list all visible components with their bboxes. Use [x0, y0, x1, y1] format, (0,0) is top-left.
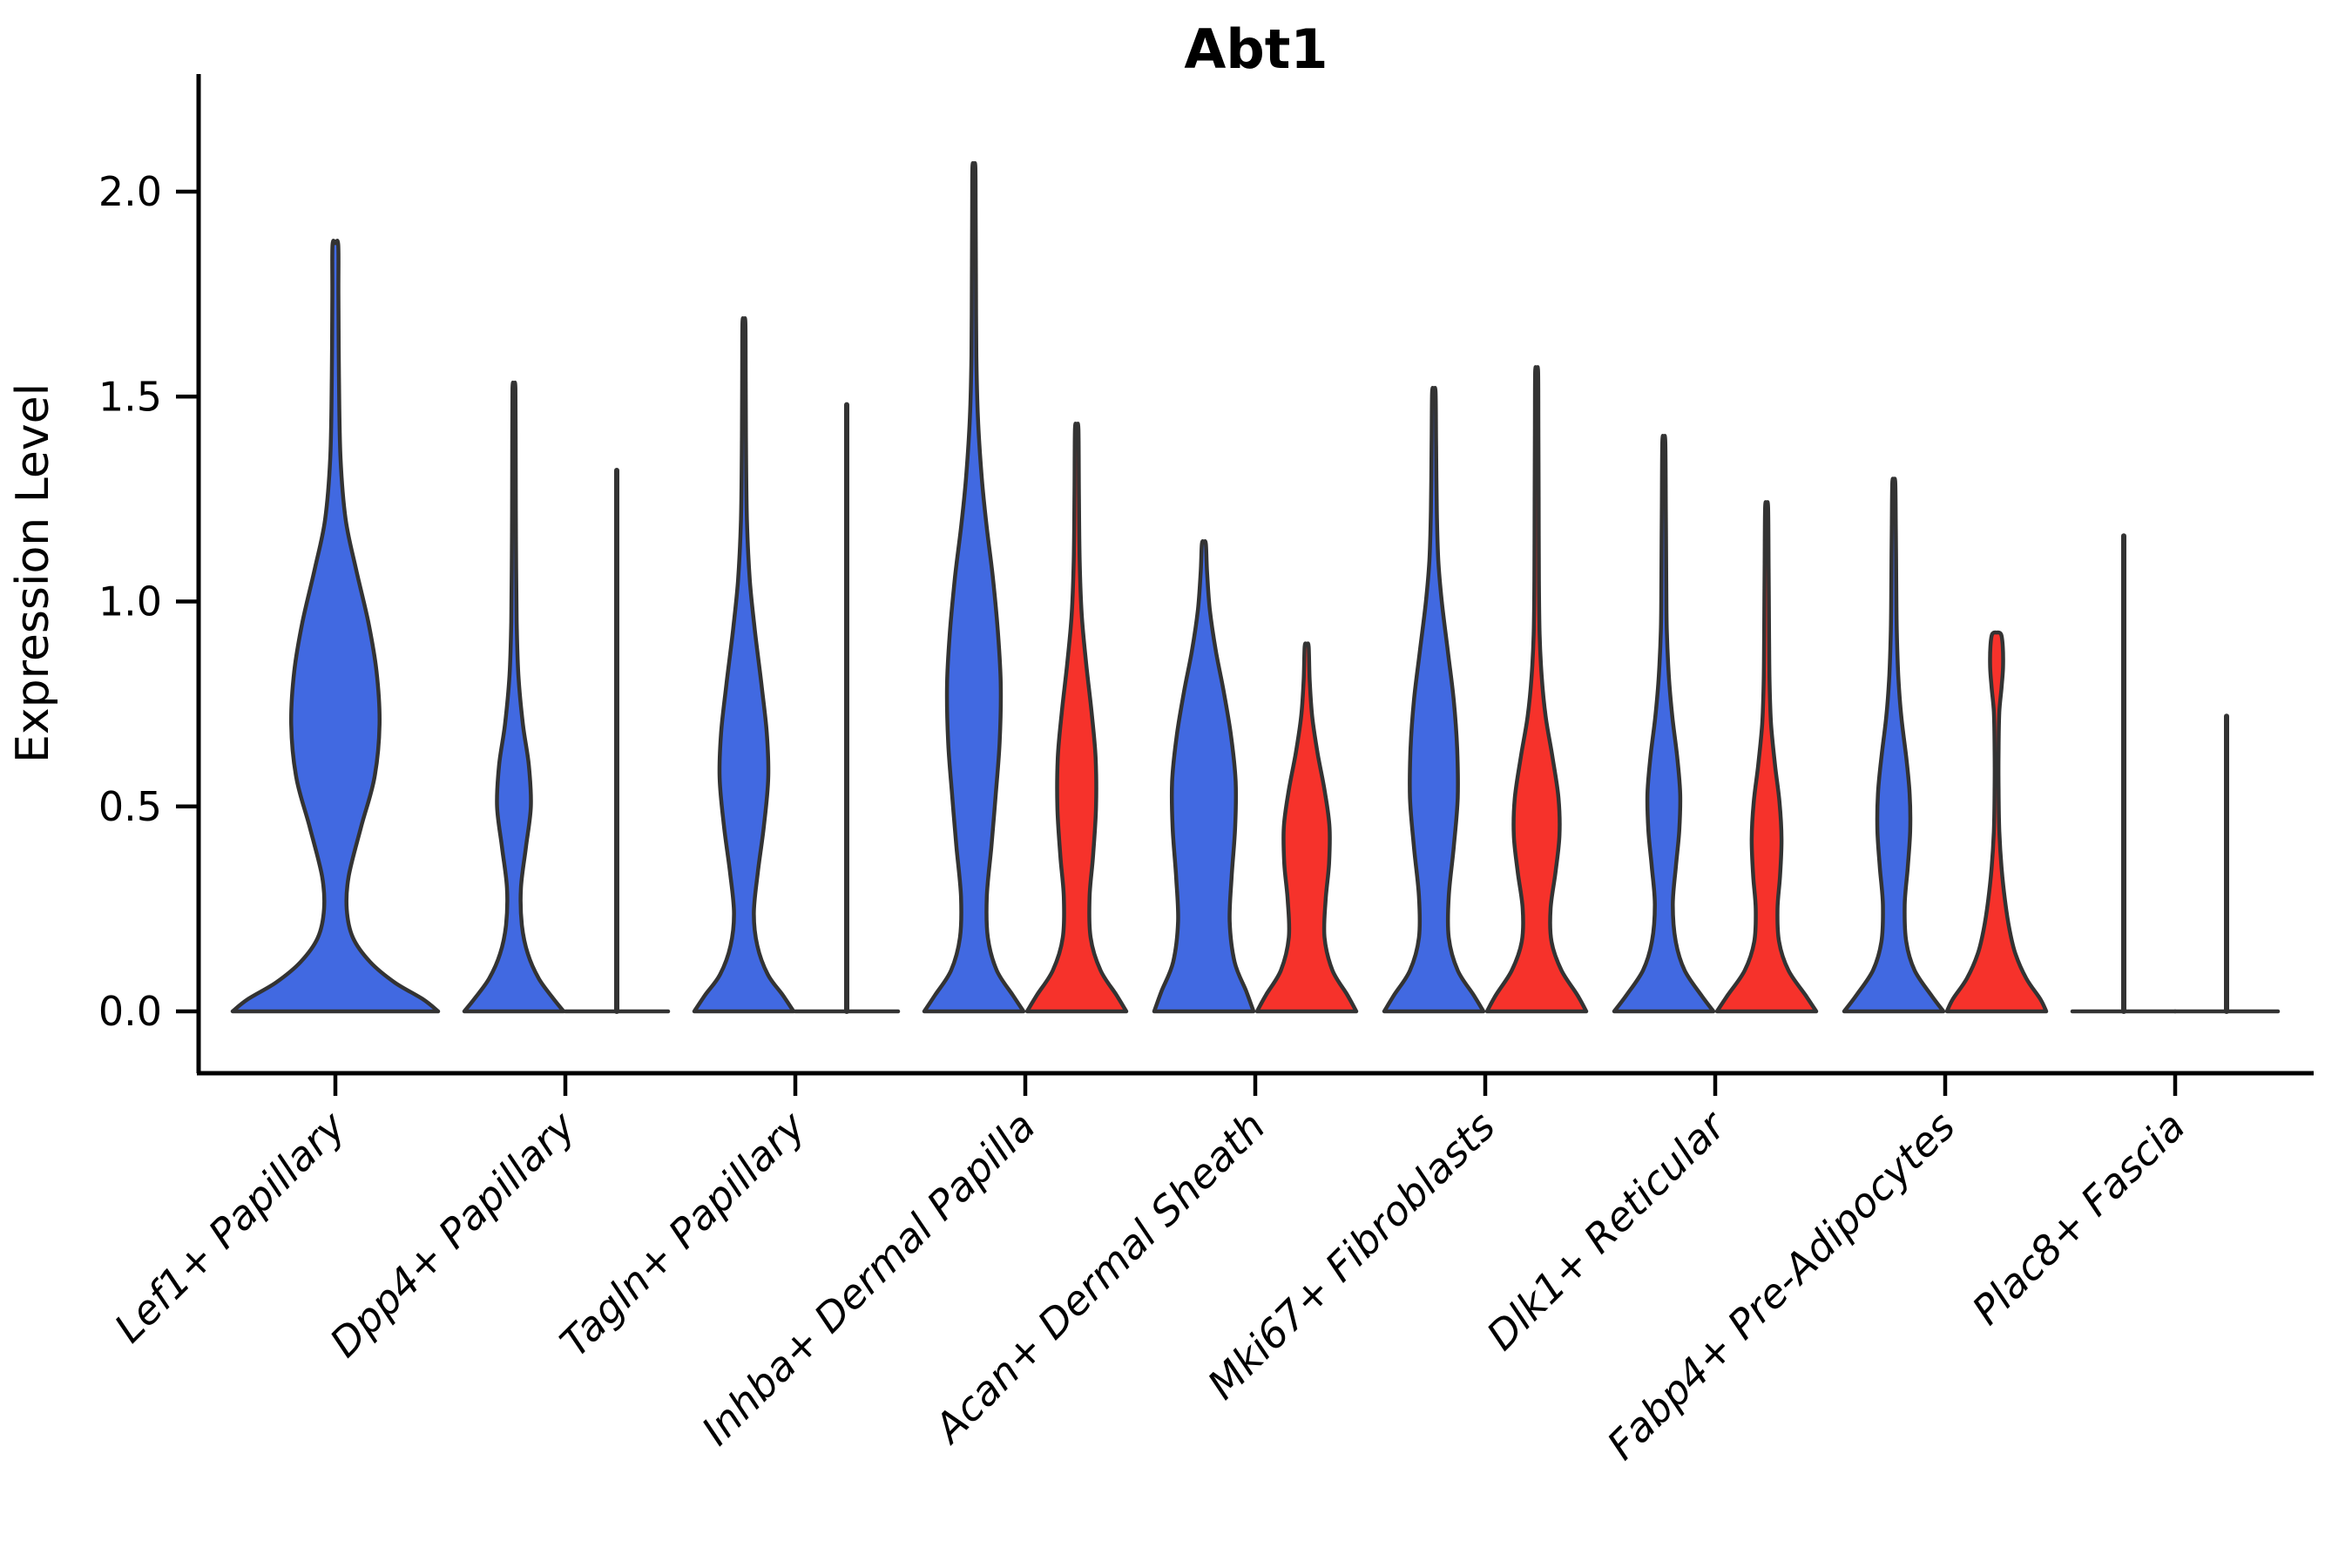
violin-plac8-fascia-red-collapsed: [2173, 713, 2281, 1014]
x-category-label-lef1-papillary: Lef1+ Papillary: [105, 1102, 355, 1351]
violin-mki67-fibroblasts-red: [1484, 365, 1589, 1014]
violin-acan-dermal-sheath-red: [1254, 641, 1359, 1014]
x-category-label-dlk1-reticular: Dlk1+ Reticular: [1477, 1100, 1736, 1359]
x-category-label-tagln-papillary: Tagln+ Papillary: [551, 1102, 814, 1366]
violin-dlk1-reticular-red: [1714, 500, 1819, 1014]
y-tick-label-1.0: 1.0: [98, 578, 162, 625]
violin-acan-dermal-sheath-blue: [1152, 539, 1256, 1014]
axes: [176, 74, 2314, 1096]
violins-layer: [230, 160, 2281, 1014]
violin-dpp4-papillary-red-collapsed: [563, 467, 671, 1014]
violin-fabp4-pre-adipocytes-red: [1944, 630, 2049, 1014]
x-category-label-dpp4-papillary: Dpp4+ Papillary: [321, 1102, 585, 1366]
x-category-label-plac8-fascia: Plac8+ Fascia: [1963, 1103, 2193, 1334]
violin-fabp4-pre-adipocytes-blue: [1842, 476, 1946, 1014]
violin-lef1-papillary-blue: [230, 239, 441, 1014]
violin-inhba-dermal-papilla-blue: [922, 160, 1026, 1014]
y-tick-label-0.5: 0.5: [98, 783, 162, 830]
y-tick-label-0.0: 0.0: [98, 988, 162, 1035]
violin-dpp4-papillary-blue: [462, 380, 566, 1014]
violin-plac8-fascia-blue-collapsed: [2070, 533, 2178, 1014]
violin-tagln-papillary-blue: [692, 316, 796, 1014]
y-axis-label: Expression Level: [7, 383, 59, 763]
violin-dlk1-reticular-blue: [1612, 434, 1716, 1014]
y-tick-label-2.0: 2.0: [98, 168, 162, 215]
violin-inhba-dermal-papilla-red: [1024, 421, 1129, 1014]
violin-tagln-papillary-red-collapsed: [793, 402, 901, 1014]
violin-mki67-fibroblasts-blue: [1382, 386, 1486, 1014]
chart-title: Abt1: [1184, 17, 1328, 81]
y-tick-label-1.5: 1.5: [98, 373, 162, 420]
